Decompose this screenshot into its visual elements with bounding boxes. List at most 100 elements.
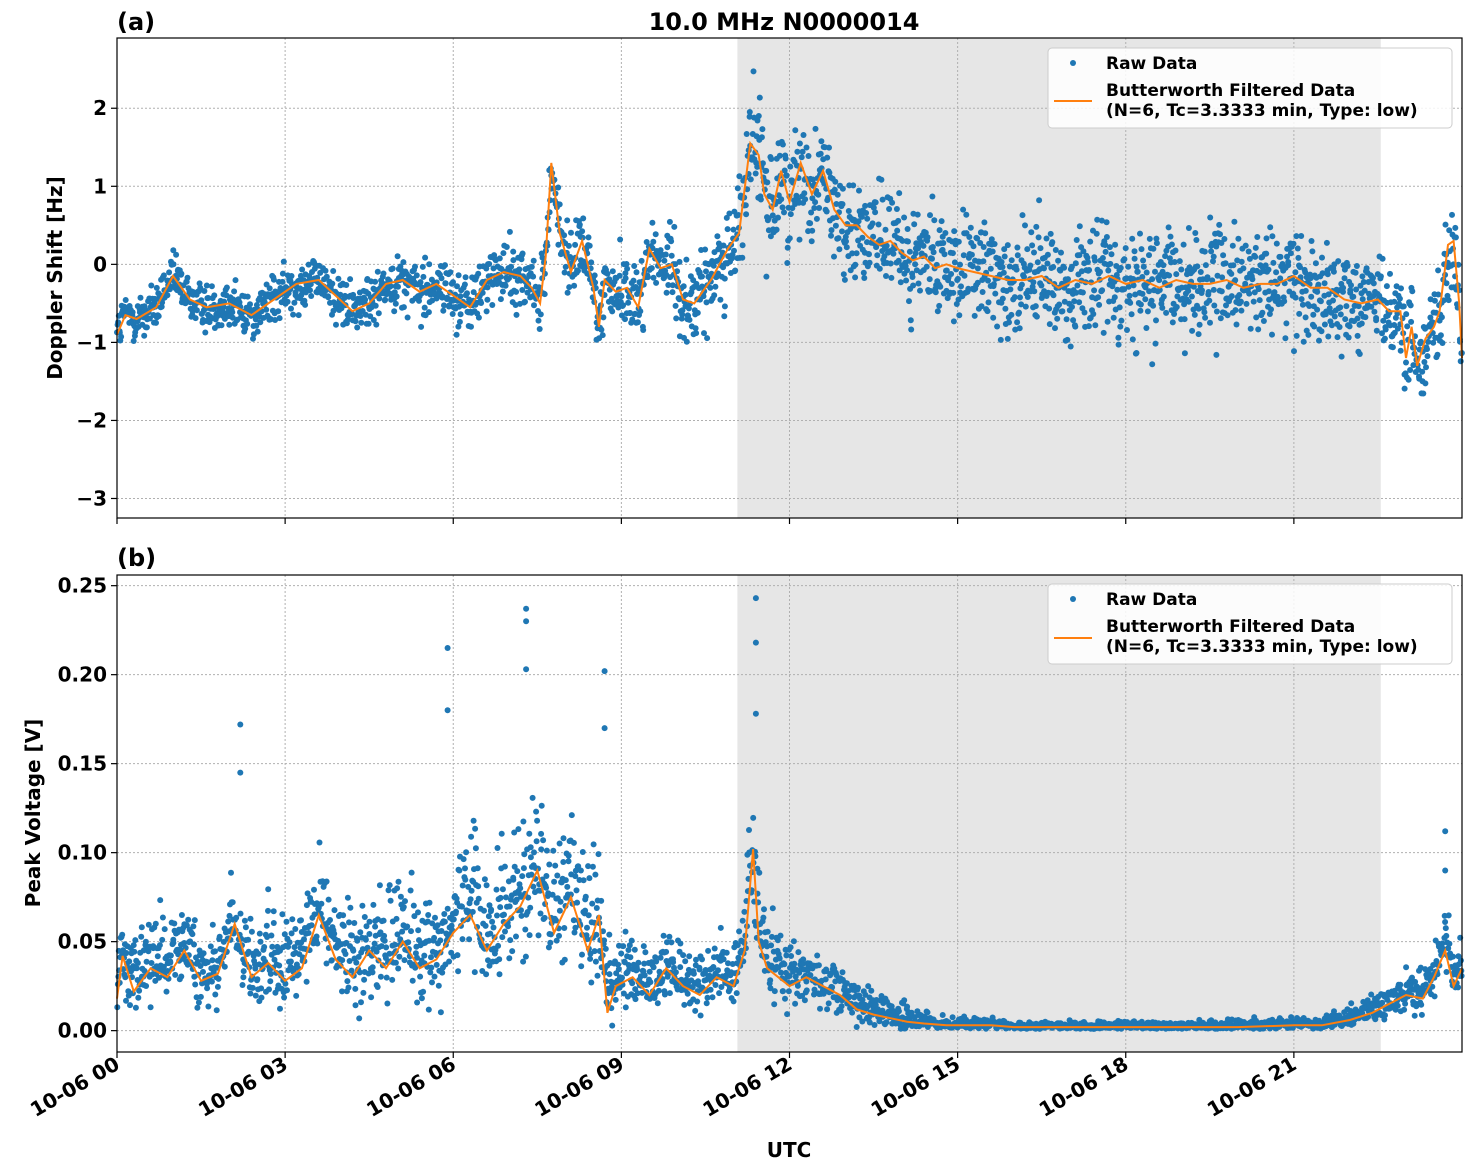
raw-data-point	[470, 817, 477, 824]
raw-data-point	[742, 202, 749, 209]
raw-data-point	[511, 863, 518, 870]
raw-data-point	[1341, 275, 1348, 282]
raw-data-point	[1361, 287, 1368, 294]
raw-data-point	[1058, 249, 1064, 256]
raw-data-point	[693, 956, 699, 963]
raw-data-point	[796, 140, 803, 147]
raw-data-point	[284, 298, 291, 305]
raw-data-point	[522, 953, 529, 960]
raw-data-point	[633, 269, 640, 276]
raw-data-point	[288, 930, 295, 937]
raw-data-point	[481, 907, 487, 914]
raw-data-point	[929, 244, 936, 250]
raw-data-point	[1207, 214, 1214, 221]
raw-data-point	[1398, 285, 1404, 292]
raw-data-point	[835, 235, 842, 242]
raw-data-point	[859, 234, 866, 241]
raw-data-point	[1150, 302, 1157, 309]
raw-data-point	[1006, 319, 1012, 326]
raw-data-point	[672, 302, 679, 309]
raw-data-point	[530, 273, 537, 280]
raw-data-point	[951, 228, 958, 235]
raw-data-point	[1055, 257, 1062, 264]
raw-data-point	[1298, 296, 1305, 303]
raw-data-point	[441, 911, 448, 917]
raw-data-point	[373, 321, 380, 328]
raw-data-point	[924, 1009, 931, 1016]
raw-data-point	[985, 277, 991, 284]
raw-data-point	[1156, 277, 1163, 284]
raw-data-point	[717, 296, 724, 303]
raw-data-point	[1125, 283, 1132, 290]
raw-data-point	[725, 960, 731, 967]
raw-data-point	[1252, 244, 1259, 251]
raw-data-point	[1149, 361, 1156, 368]
raw-data-point	[1159, 304, 1166, 311]
raw-data-point	[420, 988, 427, 995]
raw-data-point	[853, 1024, 860, 1030]
raw-data-point	[579, 951, 585, 958]
raw-data-point	[463, 849, 470, 856]
raw-data-point	[1396, 295, 1403, 302]
raw-data-point	[155, 313, 162, 320]
raw-data-point	[1086, 267, 1093, 273]
raw-data-point	[988, 236, 995, 243]
raw-data-point	[345, 984, 352, 991]
raw-data-point	[303, 902, 310, 909]
raw-data-point	[768, 942, 775, 949]
raw-data-point	[1139, 274, 1146, 280]
raw-data-point	[455, 323, 462, 330]
raw-data-point	[736, 928, 743, 935]
raw-data-point	[1247, 325, 1254, 332]
raw-data-point	[456, 318, 463, 325]
raw-data-point	[254, 328, 261, 335]
raw-data-point	[454, 952, 461, 959]
raw-data-point	[1371, 308, 1378, 315]
raw-data-point	[127, 1002, 133, 1009]
raw-data-point	[824, 154, 831, 161]
raw-data-point	[495, 942, 502, 949]
raw-data-point	[909, 274, 916, 280]
raw-data-point	[1336, 324, 1343, 330]
raw-data-point	[886, 206, 893, 212]
raw-data-point	[1210, 286, 1217, 293]
raw-data-point	[1197, 269, 1204, 275]
raw-data-point	[308, 922, 315, 929]
raw-data-point	[620, 943, 627, 950]
raw-data-point	[380, 917, 387, 924]
raw-data-point	[668, 238, 675, 245]
raw-data-point	[734, 942, 741, 949]
raw-data-point	[855, 237, 862, 244]
raw-data-point	[665, 282, 672, 288]
raw-data-point	[134, 960, 141, 966]
raw-data-point	[578, 963, 585, 970]
raw-data-point	[815, 191, 822, 198]
raw-data-point	[638, 257, 645, 264]
raw-data-point	[400, 904, 407, 910]
raw-data-point	[1405, 376, 1412, 383]
raw-data-point	[720, 242, 727, 249]
raw-data-point	[1134, 268, 1141, 275]
raw-data-point	[679, 307, 686, 314]
raw-data-point	[483, 308, 490, 315]
raw-data-point	[539, 254, 546, 261]
raw-data-point	[201, 288, 208, 294]
raw-data-point	[663, 289, 670, 296]
raw-data-point	[1419, 368, 1426, 375]
raw-data-point	[380, 270, 387, 277]
raw-data-point	[506, 228, 513, 235]
raw-data-point	[822, 976, 829, 983]
raw-data-point	[769, 905, 776, 912]
raw-data-point	[1100, 329, 1107, 336]
raw-data-point	[282, 980, 289, 987]
raw-data-point	[911, 221, 918, 228]
raw-data-point	[1353, 263, 1360, 269]
raw-data-point	[1263, 250, 1270, 257]
raw-data-point	[1073, 289, 1080, 296]
raw-data-point	[193, 307, 200, 314]
raw-data-point	[411, 913, 418, 920]
raw-data-point	[401, 957, 408, 964]
raw-data-point	[826, 144, 832, 151]
raw-data-point	[773, 226, 780, 233]
